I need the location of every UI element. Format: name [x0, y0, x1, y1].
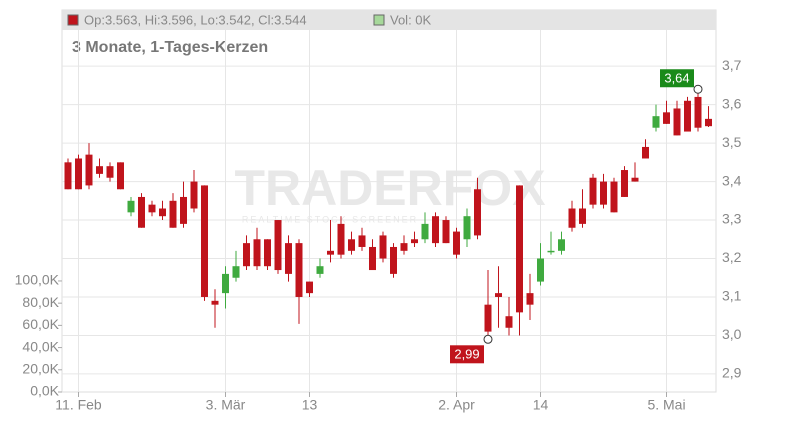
- legend-swatch: [67, 14, 79, 26]
- candle-body: [379, 235, 387, 259]
- watermark: TRADERFOX: [234, 160, 545, 216]
- candle-body: [505, 316, 513, 328]
- annotation-label: 3,64: [664, 71, 689, 86]
- y-tick-label: 3,2: [722, 249, 742, 265]
- candle-body: [232, 266, 240, 278]
- candle-body: [243, 243, 250, 267]
- candle-body: [495, 293, 502, 297]
- candle-body: [169, 200, 177, 228]
- header-bar: [62, 10, 716, 30]
- candle-body: [201, 185, 208, 297]
- candle-body: [64, 162, 72, 190]
- candle-body: [348, 239, 355, 251]
- candle-body: [421, 223, 429, 240]
- candle-body: [516, 185, 523, 313]
- candle-body: [432, 216, 439, 244]
- watermark-sub: REALTIME STOCK SCREENER: [242, 214, 418, 224]
- y-tick-label: 3,6: [722, 95, 742, 111]
- candle-body: [190, 181, 198, 209]
- candle-body: [474, 189, 481, 236]
- y-tick-label: 3,0: [722, 326, 742, 342]
- candle-body: [453, 231, 460, 255]
- candle-body: [148, 204, 156, 213]
- candle-body: [327, 250, 334, 255]
- x-tick-label: 11. Feb: [55, 397, 102, 413]
- candle-body: [568, 208, 576, 228]
- candle-body: [180, 196, 187, 224]
- candle-body: [589, 177, 597, 205]
- x-tick-label: 13: [302, 397, 318, 413]
- y2-tick-label: 20,0K: [22, 360, 59, 376]
- candle-body: [106, 166, 114, 178]
- x-tick-label: 5. Mai: [647, 397, 685, 413]
- candle-body: [358, 235, 366, 247]
- y-tick-label: 3,7: [722, 57, 742, 73]
- candle-body: [75, 158, 82, 190]
- y-tick-label: 3,1: [722, 288, 742, 304]
- annotation-box: [660, 69, 694, 88]
- candle-body: [285, 243, 292, 274]
- candle-body: [127, 200, 135, 213]
- y2-tick-label: 60,0K: [22, 316, 59, 332]
- candle-body: [211, 300, 219, 305]
- candle-body: [694, 96, 702, 128]
- candle-body: [316, 266, 324, 274]
- candle-body: [663, 112, 670, 124]
- candle-body: [621, 170, 628, 197]
- candle-body: [264, 239, 271, 267]
- y2-tick-label: 40,0K: [22, 338, 59, 354]
- candle-body: [684, 100, 691, 132]
- candle-body: [600, 181, 607, 205]
- candle-body: [579, 208, 586, 224]
- y2-tick-label: 100,0K: [15, 272, 60, 288]
- x-tick-label: 14: [533, 397, 549, 413]
- candle-body: [537, 258, 544, 282]
- y-tick-label: 3,3: [722, 211, 742, 227]
- x-tick-label: 2. Apr: [438, 397, 475, 413]
- candle-body: [526, 293, 534, 305]
- y2-tick-label: 80,0K: [22, 294, 59, 310]
- y-tick-label: 2,9: [722, 365, 742, 381]
- candle-body: [390, 246, 397, 274]
- candle-body: [705, 118, 712, 127]
- candle-body: [484, 304, 492, 332]
- candle-body: [558, 239, 565, 251]
- candle-body: [547, 250, 555, 253]
- candle-body: [400, 243, 408, 251]
- annotation-marker: [693, 84, 703, 94]
- candle-body: [337, 223, 345, 255]
- candle-body: [369, 246, 376, 271]
- candle-body: [117, 162, 124, 190]
- candle-body: [96, 166, 103, 174]
- y-tick-label: 3,5: [722, 134, 742, 150]
- volume-header: Vol: 0K: [390, 12, 432, 27]
- x-tick-label: 3. Mär: [206, 397, 246, 413]
- candle-body: [411, 239, 418, 244]
- legend-swatch: [373, 14, 385, 26]
- candle-body: [631, 177, 639, 182]
- candle-body: [673, 108, 681, 136]
- candle-body: [138, 196, 145, 228]
- candle-body: [642, 146, 649, 159]
- annotation-marker: [483, 334, 493, 344]
- candle-body: [253, 239, 261, 267]
- candle-body: [159, 208, 166, 217]
- candle-body: [463, 216, 471, 240]
- candle-body: [274, 220, 282, 271]
- candle-body: [222, 273, 229, 294]
- candle-body: [610, 181, 618, 213]
- y-tick-label: 3,4: [722, 172, 742, 188]
- annotation-label: 2,99: [454, 347, 479, 362]
- ohlc-header: Op:3.563, Hi:3.596, Lo:3.542, Cl:3.544: [84, 12, 307, 27]
- subtitle: 3 Monate, 1-Tages-Kerzen: [72, 39, 268, 56]
- candle-body: [306, 281, 313, 294]
- candle-body: [85, 154, 93, 186]
- y2-tick-label: 0,0K: [30, 383, 59, 399]
- candle-body: [295, 243, 303, 297]
- candle-body: [652, 116, 660, 128]
- candle-body: [442, 220, 450, 244]
- annotation-box: [450, 345, 484, 364]
